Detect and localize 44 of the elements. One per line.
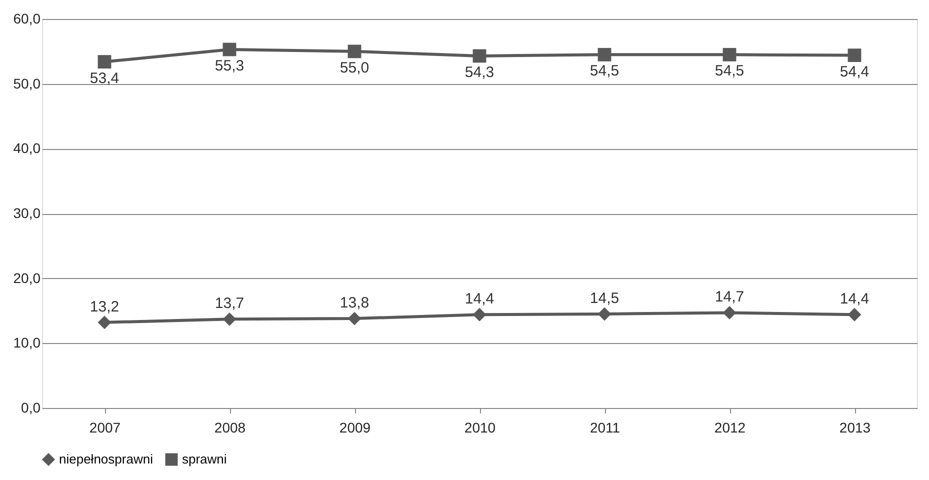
point (472, 308, 486, 322)
data-label: 13,2 (90, 298, 120, 316)
point (472, 49, 486, 63)
data-label: 53,4 (90, 70, 120, 87)
point (348, 312, 362, 326)
point (598, 48, 612, 62)
point (722, 48, 736, 62)
legend-label: sprawni (182, 452, 227, 467)
data-label: 14,7 (714, 288, 744, 306)
data-label: 14,4 (840, 290, 870, 308)
y-tick-label: 40,0 (13, 140, 41, 156)
y-tick-label: 10,0 (13, 334, 41, 351)
point (222, 312, 236, 326)
data-label: 54,4 (840, 63, 870, 80)
y-tick-label: 50,0 (13, 75, 41, 92)
y-tick-label: 30,0 (13, 205, 41, 221)
data-label: 54,5 (714, 62, 744, 80)
point (722, 306, 736, 320)
data-label: 55,3 (214, 57, 244, 74)
point (848, 308, 862, 322)
point (222, 42, 236, 56)
data-label: 54,5 (590, 62, 620, 80)
x-tick-label: 2007 (89, 420, 121, 436)
point (848, 48, 862, 62)
y-tick-label: 20,0 (13, 270, 41, 286)
y-tick-label: 0,0 (21, 400, 41, 416)
point (98, 55, 112, 68)
data-label: 14,5 (590, 290, 620, 307)
x-tick-label: 2010 (464, 420, 496, 436)
x-tick-label: 2013 (839, 420, 871, 436)
data-label: 14,4 (464, 290, 494, 308)
legend-label: niepełnosprawni (59, 452, 154, 467)
x-tick-label: 2012 (714, 420, 746, 436)
data-label: 54,3 (464, 64, 494, 81)
x-tick-label: 2011 (590, 420, 620, 436)
x-tick-label: 2009 (339, 420, 371, 436)
y-tick-label: 60,0 (13, 10, 41, 26)
data-label: 55,0 (340, 59, 370, 76)
data-label: 13,8 (340, 294, 370, 312)
x-tick-label: 2008 (214, 420, 246, 436)
point (348, 44, 362, 58)
data-label: 13,7 (214, 295, 244, 312)
point (598, 307, 612, 321)
point (98, 316, 112, 330)
